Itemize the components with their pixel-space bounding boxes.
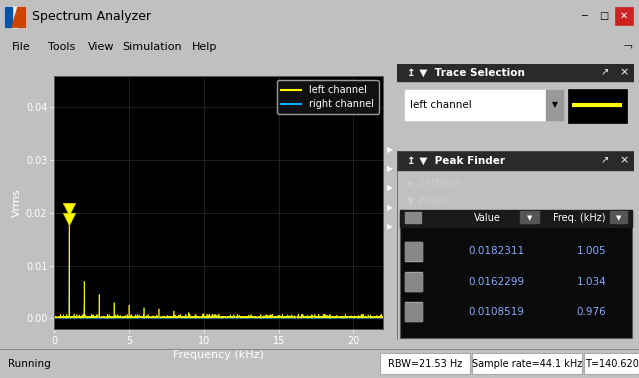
Point	[65, 217, 75, 223]
Text: Help: Help	[192, 42, 217, 52]
Bar	[400, 212, 631, 338]
Point	[65, 206, 75, 212]
Bar	[405, 273, 422, 291]
FancyBboxPatch shape	[520, 211, 539, 223]
Text: RBW=21.53 Hz: RBW=21.53 Hz	[388, 359, 462, 369]
Text: ▶: ▶	[387, 145, 393, 154]
Text: left channel: left channel	[410, 100, 472, 110]
Text: ×: ×	[620, 156, 629, 166]
Text: Spectrum Analyzer: Spectrum Analyzer	[32, 9, 151, 23]
Bar	[584, 353, 639, 374]
Bar	[405, 303, 422, 321]
Text: ▶: ▶	[387, 222, 393, 231]
Text: ▶: ▶	[387, 203, 393, 212]
Bar	[575, 7, 593, 25]
Text: Simulation: Simulation	[122, 42, 181, 52]
Bar	[380, 353, 470, 374]
Bar	[595, 7, 613, 25]
Text: ✕: ✕	[620, 11, 628, 21]
Bar	[567, 88, 627, 123]
Text: 0.976: 0.976	[576, 307, 606, 317]
Text: Sample rate=44.1 kHz: Sample rate=44.1 kHz	[472, 359, 582, 369]
Text: ↗: ↗	[601, 67, 609, 77]
Text: Running: Running	[8, 359, 50, 369]
Bar	[380, 353, 470, 374]
Text: Tools: Tools	[48, 42, 75, 52]
Text: ─: ─	[581, 11, 587, 21]
Bar	[472, 353, 582, 374]
Bar	[584, 353, 639, 374]
Text: 0.0182311: 0.0182311	[468, 246, 525, 256]
Text: ▼: ▼	[616, 215, 621, 221]
Text: ↥ ▼  Trace Selection: ↥ ▼ Trace Selection	[407, 67, 525, 77]
Bar	[472, 353, 582, 374]
Polygon shape	[18, 7, 25, 27]
Bar	[546, 90, 563, 119]
Text: ↥ ▼  Peak Finder: ↥ ▼ Peak Finder	[407, 156, 505, 166]
Text: ▼: ▼	[527, 215, 532, 221]
Text: □: □	[599, 11, 608, 21]
Text: ¬: ¬	[623, 41, 633, 54]
Legend: left channel, right channel: left channel, right channel	[277, 81, 378, 114]
Bar	[400, 210, 631, 227]
Text: ▶: ▶	[387, 183, 393, 192]
Polygon shape	[12, 7, 18, 27]
Bar	[397, 64, 634, 81]
Text: T=140.620: T=140.620	[585, 359, 638, 369]
Text: 0.0162299: 0.0162299	[468, 277, 525, 287]
Bar	[404, 212, 421, 223]
Y-axis label: Vrms: Vrms	[12, 188, 22, 217]
Bar	[404, 302, 422, 321]
Text: File: File	[12, 42, 31, 52]
Bar	[5, 7, 25, 27]
Bar	[405, 242, 422, 260]
Text: 1.034: 1.034	[576, 277, 606, 287]
Bar	[397, 151, 634, 170]
Text: ▶: ▶	[387, 164, 393, 173]
Text: ▼ Peaks: ▼ Peaks	[407, 195, 449, 205]
Text: View: View	[88, 42, 114, 52]
Bar	[615, 7, 633, 25]
X-axis label: Frequency (kHz): Frequency (kHz)	[173, 350, 265, 360]
Text: 1.005: 1.005	[576, 246, 606, 256]
Bar	[404, 272, 422, 291]
Text: ► Settings: ► Settings	[407, 178, 461, 188]
FancyBboxPatch shape	[610, 211, 627, 223]
Bar	[404, 242, 422, 261]
Text: Freq. (kHz): Freq. (kHz)	[553, 213, 606, 223]
Text: ▼: ▼	[551, 101, 558, 109]
Text: Value: Value	[474, 213, 501, 223]
Text: 0.0108519: 0.0108519	[469, 307, 525, 317]
Polygon shape	[5, 7, 12, 27]
FancyBboxPatch shape	[404, 90, 546, 119]
Text: ×: ×	[620, 67, 629, 77]
Bar	[5, 7, 25, 27]
Text: ↗: ↗	[601, 156, 609, 166]
